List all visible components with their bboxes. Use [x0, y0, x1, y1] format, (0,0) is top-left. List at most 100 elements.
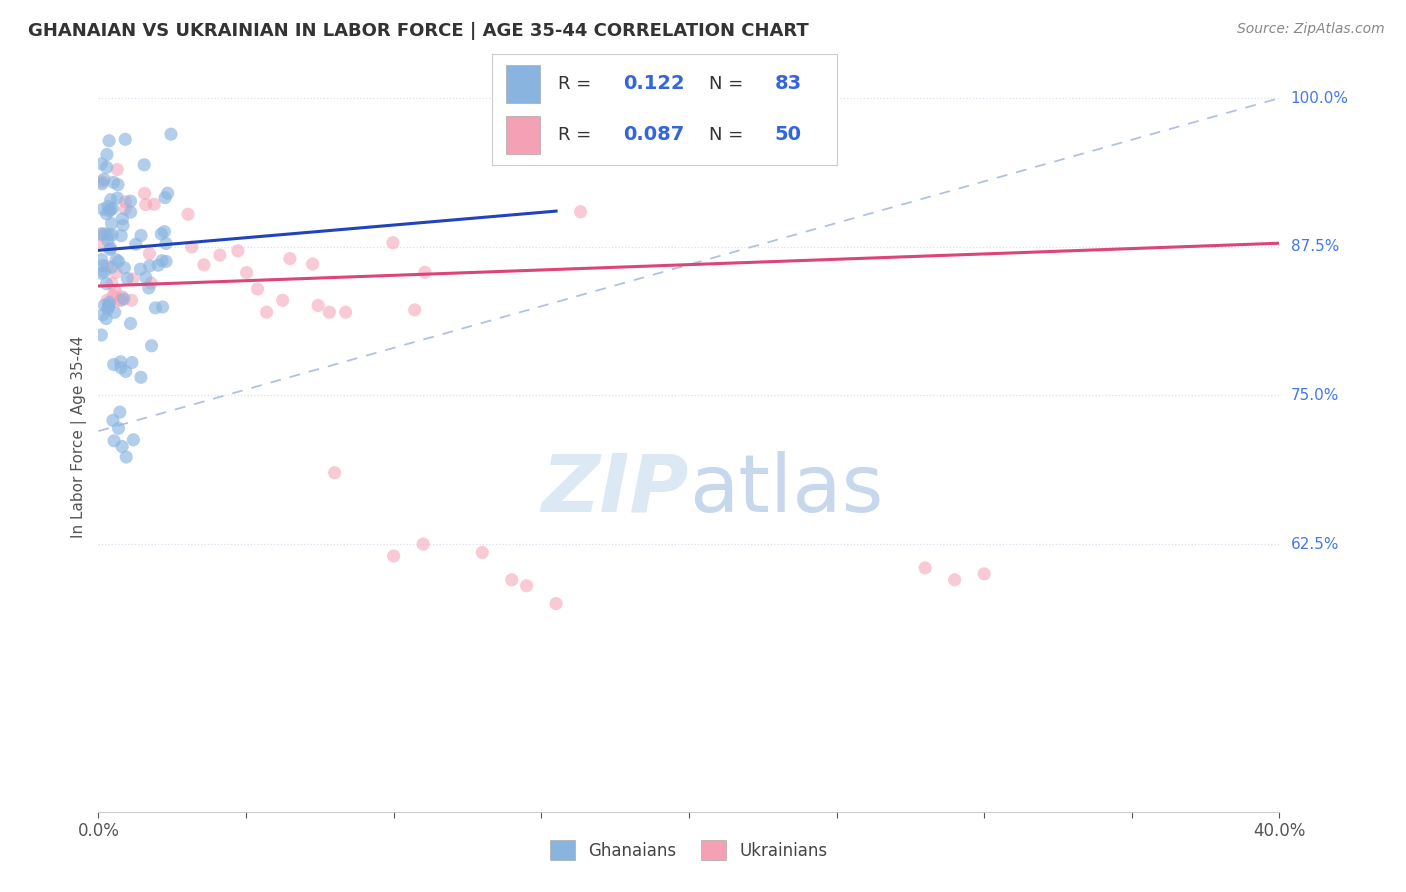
Point [180, 240, 202, 254]
Point [105, 162, 128, 177]
Point [569, 204, 592, 219]
Point [471, 545, 494, 559]
Point [501, 573, 523, 587]
Point [94, 311, 117, 326]
Y-axis label: In Labor Force | Age 35-44: In Labor Force | Age 35-44 [72, 336, 87, 538]
Point [105, 252, 128, 267]
Text: 75.0%: 75.0% [1291, 388, 1339, 403]
Point [120, 194, 142, 209]
Point [193, 258, 215, 272]
Point [108, 293, 131, 308]
Point [516, 579, 538, 593]
Point [91, 177, 114, 191]
Text: 87.5%: 87.5% [1291, 239, 1339, 254]
Point [129, 370, 152, 384]
Point [120, 205, 142, 219]
Point [107, 178, 129, 192]
Point [90, 227, 112, 241]
Point [153, 191, 176, 205]
Point [307, 298, 329, 312]
Point [107, 254, 129, 268]
Point [107, 421, 129, 435]
Point [943, 573, 966, 587]
Point [139, 276, 162, 290]
Point [90, 266, 112, 280]
Legend: Ghanaians, Ukrainians: Ghanaians, Ukrainians [543, 833, 835, 867]
Point [150, 227, 173, 241]
Point [101, 413, 124, 427]
Point [98, 243, 121, 257]
Point [100, 217, 122, 231]
Point [112, 260, 135, 275]
Point [156, 186, 179, 201]
Point [90, 328, 112, 343]
FancyBboxPatch shape [506, 65, 540, 103]
Point [152, 300, 174, 314]
Point [117, 271, 139, 285]
Point [90, 157, 112, 171]
Point [129, 262, 152, 277]
Point [93, 265, 115, 279]
Point [112, 292, 135, 306]
Point [177, 207, 200, 221]
Point [96, 161, 118, 175]
Text: N =: N = [709, 126, 749, 144]
Point [97, 234, 120, 248]
Text: 50: 50 [775, 126, 801, 145]
Point [103, 175, 125, 189]
Point [155, 254, 177, 268]
Point [114, 132, 136, 146]
Point [110, 360, 132, 375]
Point [404, 302, 426, 317]
Point [318, 305, 340, 319]
Point [98, 203, 121, 218]
Point [100, 193, 122, 207]
Point [98, 298, 121, 312]
Point [108, 405, 131, 419]
Point [135, 197, 157, 211]
Text: Source: ZipAtlas.com: Source: ZipAtlas.com [1237, 22, 1385, 37]
Point [413, 265, 436, 279]
Point [91, 175, 114, 189]
Point [111, 211, 134, 226]
Point [110, 355, 132, 369]
Point [138, 281, 160, 295]
Text: 100.0%: 100.0% [1291, 91, 1348, 105]
Point [101, 277, 124, 291]
Point [235, 266, 257, 280]
Text: R =: R = [558, 126, 596, 144]
Point [335, 305, 357, 319]
Point [100, 260, 122, 275]
Point [96, 293, 118, 308]
Point [103, 358, 125, 372]
Text: 0.122: 0.122 [623, 74, 685, 93]
Point [125, 237, 148, 252]
Point [98, 295, 121, 310]
Point [97, 227, 120, 242]
Point [111, 290, 134, 304]
Point [101, 227, 124, 242]
Point [121, 355, 143, 369]
Point [146, 258, 169, 272]
Point [121, 272, 143, 286]
Point [101, 288, 124, 302]
Text: 83: 83 [775, 74, 801, 93]
Text: GHANAIAN VS UKRAINIAN IN LABOR FORCE | AGE 35-44 CORRELATION CHART: GHANAIAN VS UKRAINIAN IN LABOR FORCE | A… [28, 22, 808, 40]
Point [114, 364, 136, 378]
Point [120, 317, 142, 331]
Point [121, 293, 143, 308]
Point [91, 308, 114, 322]
Text: R =: R = [558, 75, 596, 93]
Point [96, 147, 118, 161]
Point [111, 440, 134, 454]
Point [96, 259, 118, 273]
Point [129, 228, 152, 243]
Point [412, 537, 434, 551]
Point [97, 301, 120, 316]
Point [150, 253, 173, 268]
Point [278, 252, 301, 266]
Point [256, 305, 278, 319]
Point [100, 241, 122, 255]
Point [93, 298, 115, 312]
Point [104, 284, 127, 298]
